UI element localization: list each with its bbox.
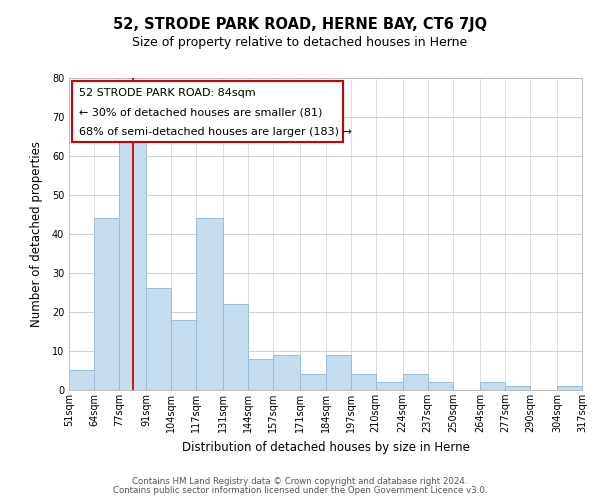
Bar: [325, 355, 350, 390]
Y-axis label: Number of detached properties: Number of detached properties: [31, 141, 43, 327]
Bar: [94, 218, 119, 390]
Text: 68% of semi-detached houses are larger (183) →: 68% of semi-detached houses are larger (…: [79, 127, 352, 137]
Bar: [171, 320, 196, 390]
Bar: [301, 374, 325, 390]
Text: 52 STRODE PARK ROAD: 84sqm: 52 STRODE PARK ROAD: 84sqm: [79, 88, 256, 99]
Text: 52, STRODE PARK ROAD, HERNE BAY, CT6 7JQ: 52, STRODE PARK ROAD, HERNE BAY, CT6 7JQ: [113, 18, 487, 32]
Bar: [146, 288, 171, 390]
Bar: [480, 382, 505, 390]
Bar: [428, 382, 453, 390]
Text: Contains public sector information licensed under the Open Government Licence v3: Contains public sector information licen…: [113, 486, 487, 495]
Bar: [223, 304, 248, 390]
Bar: [376, 382, 403, 390]
Bar: [69, 370, 94, 390]
Text: ← 30% of detached houses are smaller (81): ← 30% of detached houses are smaller (81…: [79, 108, 323, 118]
Text: Size of property relative to detached houses in Herne: Size of property relative to detached ho…: [133, 36, 467, 49]
Bar: [248, 359, 274, 390]
Text: Contains HM Land Registry data © Crown copyright and database right 2024.: Contains HM Land Registry data © Crown c…: [132, 477, 468, 486]
Bar: [403, 374, 428, 390]
Bar: [557, 386, 582, 390]
Bar: [196, 218, 223, 390]
Bar: [505, 386, 530, 390]
Bar: [274, 355, 301, 390]
Bar: [119, 136, 146, 390]
X-axis label: Distribution of detached houses by size in Herne: Distribution of detached houses by size …: [182, 440, 469, 454]
FancyBboxPatch shape: [71, 80, 343, 142]
Bar: [350, 374, 376, 390]
